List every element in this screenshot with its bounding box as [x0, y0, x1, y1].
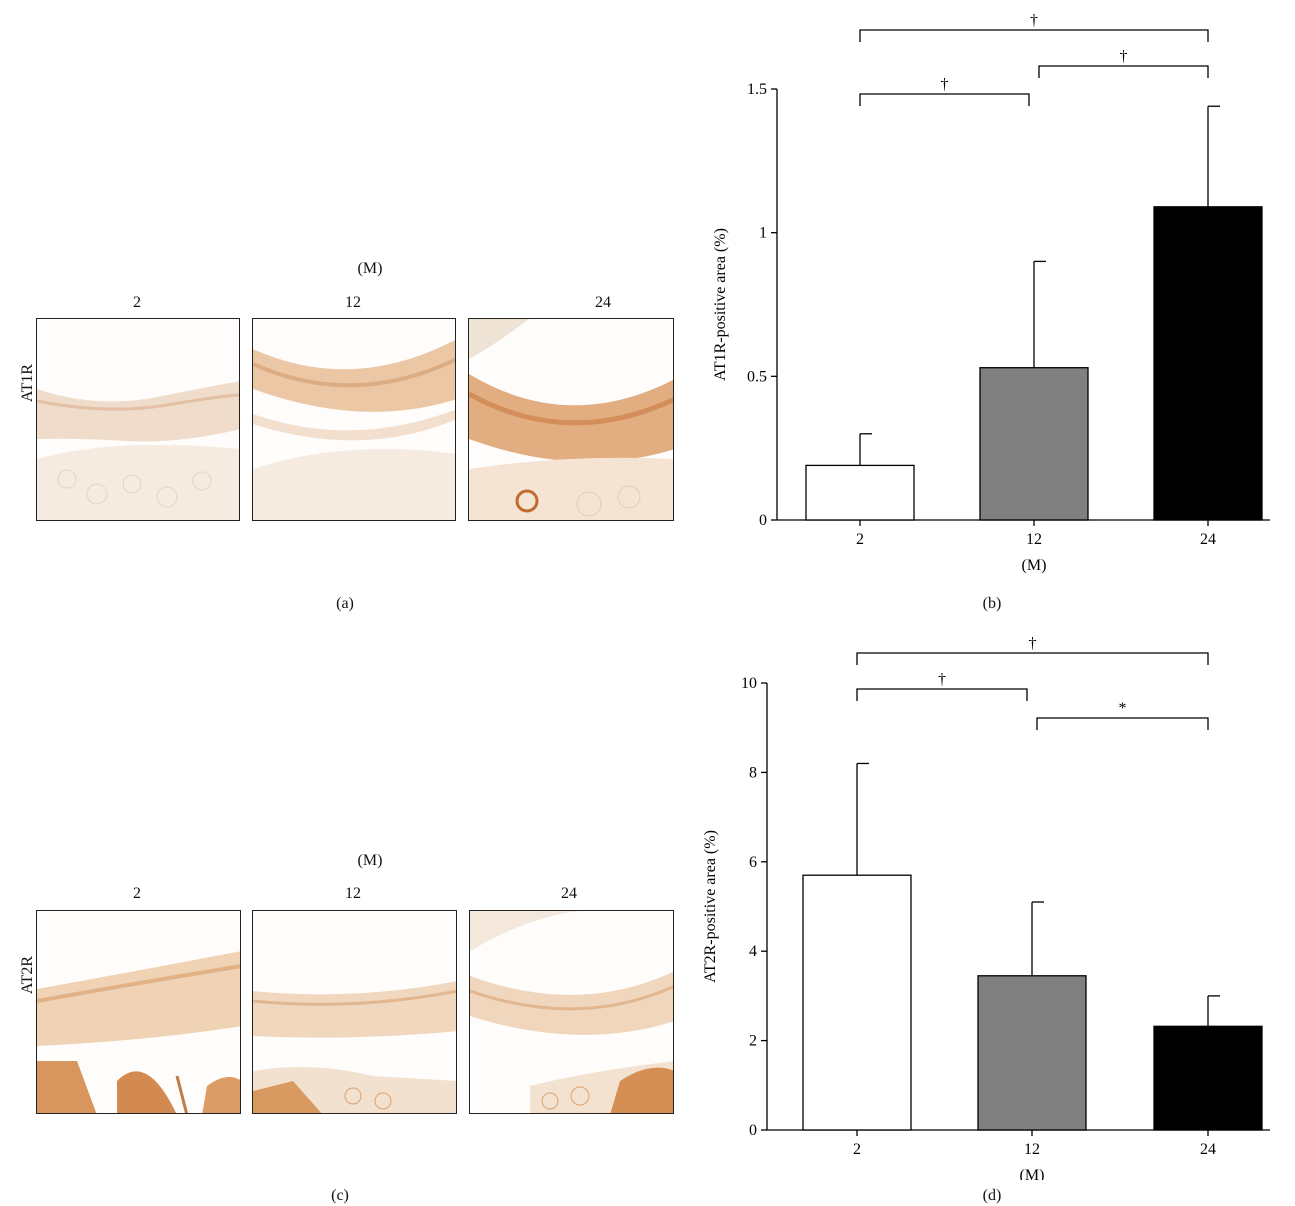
x-tick-label: 24: [1200, 531, 1216, 548]
x-tick-label: 12: [1026, 531, 1042, 548]
x-tick-label: 12: [1024, 1141, 1040, 1158]
at1r-micrograph-2m: [36, 318, 240, 521]
significance-bracket: [856, 688, 1028, 701]
panel-a-age-label-24: 24: [595, 294, 611, 311]
y-tick-label: 8: [749, 764, 757, 781]
significance-bracket: [859, 93, 1030, 106]
chart-b: 0 0.5 1 1.5 2 12 24 (M) AT1R-positive area (%) † †…: [712, 12, 1270, 574]
at2r-micrograph-24m: [469, 910, 674, 1114]
bar-12m: [979, 367, 1089, 521]
panel-c-caption: (c): [331, 1187, 349, 1204]
bar-2m: [805, 464, 915, 521]
y-tick-label: 0.5: [747, 368, 767, 385]
y-axis-label: AT2R-positive area (%): [702, 830, 719, 983]
significance-marker: †: [938, 671, 946, 688]
y-tick-label: 10: [741, 675, 757, 692]
panel-a-age-label-12: 12: [345, 294, 361, 311]
significance-bracket: [856, 652, 1209, 665]
panel-c-row-label: AT2R: [19, 955, 36, 995]
y-tick-label: 4: [749, 943, 757, 960]
significance-bracket: [1038, 65, 1209, 78]
panel-a-unit-label: (M): [357, 260, 383, 277]
y-tick-label: 0: [759, 512, 767, 529]
y-tick-label: 2: [749, 1033, 757, 1050]
panel-c-unit-label: (M): [357, 852, 383, 869]
at2r-micrograph-12m: [252, 910, 457, 1114]
bar-24m: [1153, 206, 1263, 521]
x-tick-label: 24: [1200, 1141, 1216, 1158]
y-tick-label: 0: [749, 1122, 757, 1139]
significance-marker: *: [1119, 700, 1127, 717]
at2r-micrograph-2m: [36, 910, 241, 1114]
bar-2m: [802, 874, 912, 1131]
x-tick-label: 2: [853, 1141, 861, 1158]
bar-24m: [1153, 1025, 1263, 1131]
panel-a-row-label: AT1R: [19, 363, 36, 403]
panel-c-age-label-2: 2: [133, 885, 141, 902]
y-tick-label: 6: [749, 854, 757, 871]
bar-12m: [977, 975, 1087, 1131]
y-tick-label: 1.5: [747, 81, 767, 98]
x-axis-label: (M): [1020, 1167, 1045, 1180]
significance-bracket: [859, 29, 1209, 42]
y-axis-label: AT1R-positive area (%): [712, 228, 729, 381]
significance-marker: †: [941, 76, 949, 93]
x-tick-label: 2: [856, 531, 864, 548]
panel-c-age-label-24: 24: [561, 885, 577, 902]
panel-a-caption: (a): [336, 595, 354, 612]
y-tick-label: 1: [759, 225, 767, 242]
panel-b-caption: (b): [982, 595, 1002, 612]
at1r-micrograph-12m: [252, 318, 456, 521]
panel-a-age-label-2: 2: [133, 294, 141, 311]
at1r-micrograph-24m: [468, 318, 674, 521]
significance-marker: †: [1029, 635, 1037, 652]
significance-marker: †: [1030, 12, 1038, 29]
x-axis-label: (M): [1022, 557, 1047, 574]
significance-marker: †: [1120, 48, 1128, 65]
panel-c-age-label-12: 12: [345, 885, 361, 902]
significance-bracket: [1036, 717, 1209, 730]
panel-d-caption: (d): [982, 1187, 1002, 1204]
